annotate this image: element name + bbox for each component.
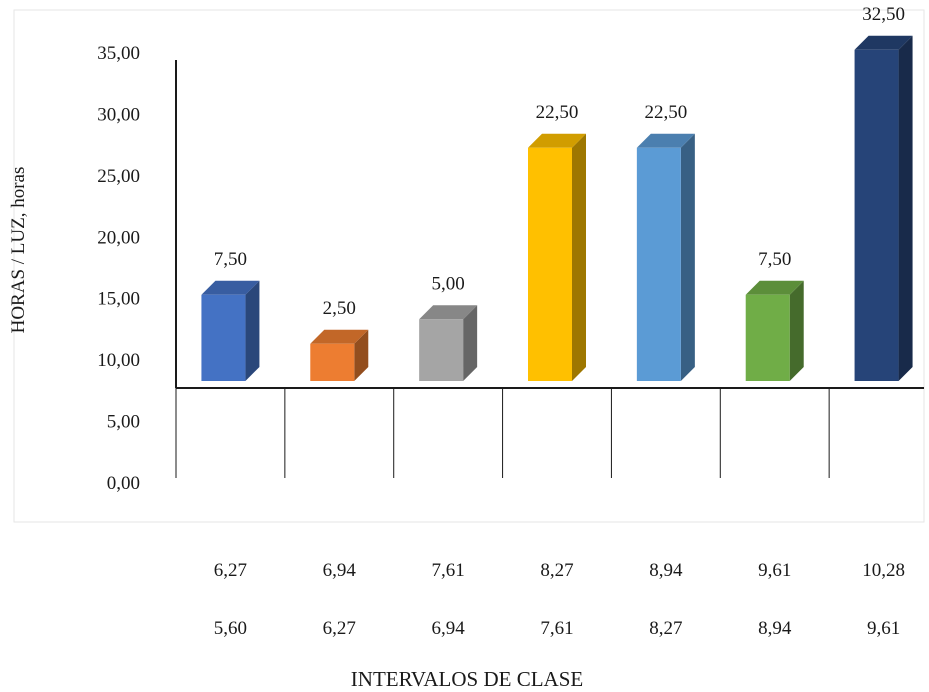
x-label-lower: 5,60 [214,618,247,639]
bar [636,133,695,381]
bar [745,280,804,381]
x-label-lower: 7,61 [540,618,573,639]
bar-top [310,329,369,344]
bar-side [463,305,478,381]
data-label: 22,50 [536,102,579,123]
bar-side [680,133,695,381]
x-label-upper: 6,94 [323,560,357,581]
bar-side [354,329,369,381]
bar-side [245,280,260,381]
plot-border [13,9,925,523]
x-label-lower: 8,27 [649,618,682,639]
x-label-upper: 10,28 [862,560,905,581]
bar-top [528,133,586,148]
bar-side [789,280,804,381]
data-label: 22,50 [644,102,687,123]
bar [854,35,913,381]
x-label-upper: 7,61 [432,560,465,581]
x-label-lower: 8,94 [758,618,792,639]
x-label-upper: 8,94 [649,560,683,581]
bar-top [201,280,260,295]
x-label-upper: 6,27 [214,560,247,581]
y-tick-label: 5,00 [107,412,140,433]
x-label-upper: 8,27 [540,560,573,581]
bar-top [419,305,478,320]
data-label: 7,50 [214,249,247,270]
y-tick-label: 30,00 [97,104,140,125]
y-tick-label: 20,00 [97,227,140,248]
data-label: 7,50 [758,249,791,270]
x-labels-lower: 5,60 6,27 6,94 7,61 8,27 8,94 9,61 [214,618,900,639]
bar [201,280,260,381]
bar [528,133,586,381]
y-axis-title: HORAS / LUZ, horas [8,167,29,334]
y-tick-label: 15,00 [97,289,140,310]
bar [419,305,478,381]
x-label-lower: 9,61 [867,618,900,639]
x-label-lower: 6,94 [432,618,466,639]
bar-front [636,147,681,381]
bar-top [854,35,913,50]
bar-top [745,280,804,295]
y-tick-label: 25,00 [97,166,140,187]
x-labels-upper: 6,27 6,94 7,61 8,27 8,94 9,61 10,28 [214,560,905,581]
data-label: 5,00 [432,273,465,294]
bar-front [201,294,246,381]
bar-top [636,133,695,148]
bar [310,329,369,381]
y-tick-labels: 35,00 30,00 25,00 20,00 15,00 10,00 5,00 0,00 [97,43,140,494]
bar-side [898,35,913,381]
bar-side [572,133,586,381]
y-tick-label: 0,00 [107,473,140,494]
bar-front [528,147,572,381]
data-labels: 7,50 2,50 5,00 22,50 22,50 7,50 32,50 [214,4,905,319]
y-tick-label: 35,00 [97,43,140,64]
y-tick-label: 10,00 [97,350,140,371]
bar-front [854,49,899,381]
category-dividers [175,388,830,478]
data-label: 2,50 [323,298,356,319]
bar-front [310,343,355,381]
data-label: 32,50 [862,4,905,25]
x-label-lower: 6,27 [323,618,356,639]
bar-front [745,294,790,381]
x-axis-title: INTERVALOS DE CLASE [351,667,583,691]
bars [201,35,913,381]
x-label-upper: 9,61 [758,560,791,581]
bar-front [419,319,464,381]
